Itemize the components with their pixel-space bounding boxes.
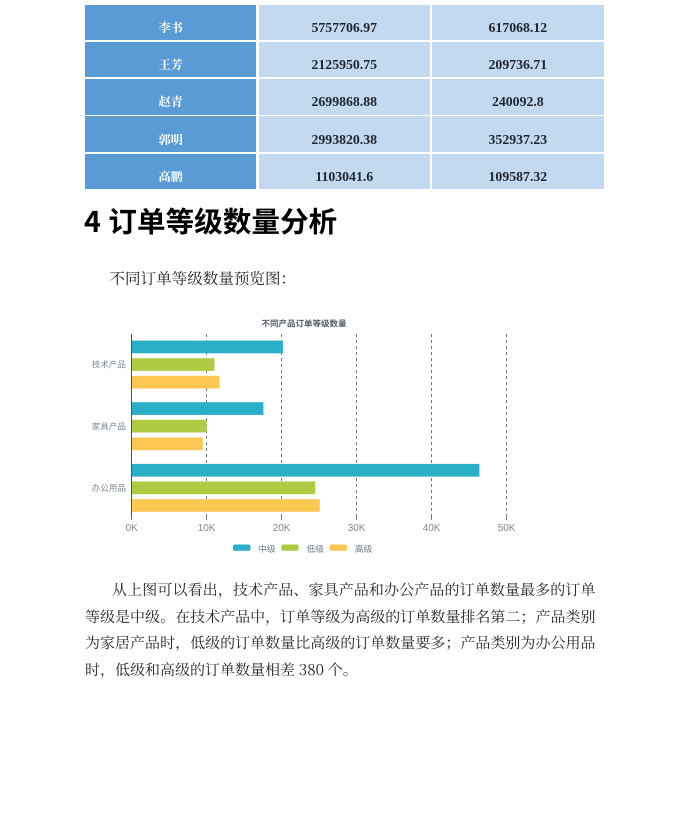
svg-text:家具产品: 家具产品: [92, 420, 126, 432]
svg-text:50K: 50K: [498, 523, 516, 534]
svg-text:低级: 低级: [307, 542, 325, 555]
svg-text:技术产品: 技术产品: [92, 359, 126, 371]
svg-text:不同产品订单等级数量: 不同产品订单等级数量: [261, 318, 347, 330]
svg-text:30K: 30K: [348, 523, 366, 534]
svg-text:0K: 0K: [125, 523, 138, 534]
svg-text:高级: 高级: [355, 542, 373, 555]
svg-text:20K: 20K: [273, 523, 291, 534]
svg-text:中级: 中级: [258, 542, 276, 555]
svg-text:40K: 40K: [423, 523, 441, 534]
svg-text:办公用品: 办公用品: [92, 482, 126, 494]
svg-text:10K: 10K: [198, 523, 216, 534]
